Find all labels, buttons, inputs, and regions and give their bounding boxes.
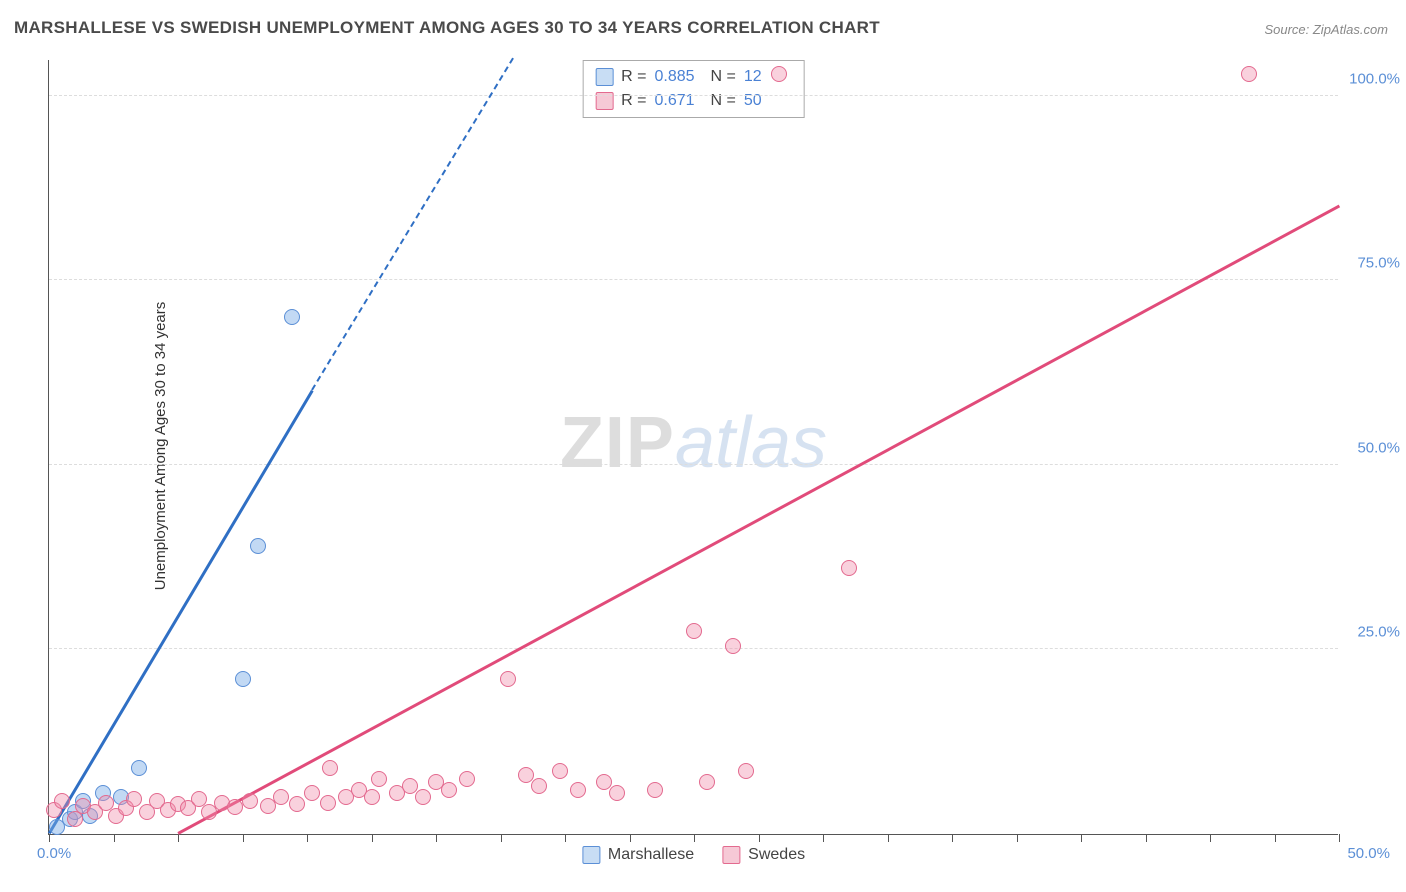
x-tick (888, 834, 889, 842)
gridline-h (49, 648, 1338, 649)
data-point (686, 623, 702, 639)
legend-row: R =0.671N =50 (595, 89, 792, 113)
data-point (273, 789, 289, 805)
x-tick (1017, 834, 1018, 842)
x-tick (823, 834, 824, 842)
data-point (126, 791, 142, 807)
data-point (647, 782, 663, 798)
y-tick-label: 100.0% (1349, 70, 1400, 87)
data-point (54, 793, 70, 809)
data-point (131, 760, 147, 776)
x-tick (759, 834, 760, 842)
data-point (738, 763, 754, 779)
x-tick (630, 834, 631, 842)
x-axis-max-label: 50.0% (1347, 845, 1390, 862)
legend-n-label: N = (711, 68, 736, 86)
x-tick (372, 834, 373, 842)
data-point (235, 671, 251, 687)
x-tick (1081, 834, 1082, 842)
data-point (415, 789, 431, 805)
watermark-zip: ZIP (560, 403, 675, 483)
x-tick (307, 834, 308, 842)
legend-r-label: R = (621, 68, 646, 86)
x-tick (1339, 834, 1340, 842)
chart-title: MARSHALLESE VS SWEDISH UNEMPLOYMENT AMON… (14, 18, 880, 38)
data-point (552, 763, 568, 779)
data-point (459, 771, 475, 787)
data-point (570, 782, 586, 798)
x-axis-min-label: 0.0% (37, 845, 71, 862)
data-point (725, 638, 741, 654)
x-tick (565, 834, 566, 842)
trend-line-dashed (311, 58, 514, 391)
x-tick (1146, 834, 1147, 842)
trend-line (177, 204, 1339, 834)
series-legend: Marshallese Swedes (582, 846, 805, 864)
legend-r-value: 0.885 (655, 68, 703, 86)
data-point (500, 671, 516, 687)
data-point (320, 795, 336, 811)
gridline-h (49, 279, 1338, 280)
x-tick (694, 834, 695, 842)
data-point (304, 785, 320, 801)
x-tick (114, 834, 115, 842)
gridline-h (49, 464, 1338, 465)
data-point (322, 760, 338, 776)
x-tick (501, 834, 502, 842)
data-point (242, 793, 258, 809)
legend-swatch (595, 68, 613, 86)
x-tick (952, 834, 953, 842)
watermark: ZIPatlas (560, 402, 827, 484)
data-point (371, 771, 387, 787)
legend-row: R =0.885N =12 (595, 65, 792, 89)
y-tick-label: 25.0% (1357, 624, 1400, 641)
trend-line (48, 389, 313, 833)
y-tick-label: 75.0% (1357, 255, 1400, 272)
legend-item: Marshallese (582, 846, 694, 864)
legend-label: Swedes (748, 846, 805, 864)
x-tick (1210, 834, 1211, 842)
y-tick-label: 50.0% (1357, 439, 1400, 456)
plot-area: ZIPatlas R =0.885N =12R =0.671N =50 0.0%… (48, 60, 1338, 835)
data-point (227, 799, 243, 815)
data-point (364, 789, 380, 805)
legend-label: Marshallese (608, 846, 694, 864)
x-tick (1275, 834, 1276, 842)
data-point (284, 309, 300, 325)
legend-item: Swedes (722, 846, 805, 864)
data-point (441, 782, 457, 798)
data-point (841, 560, 857, 576)
legend-swatch (722, 846, 740, 864)
data-point (699, 774, 715, 790)
source-attribution: Source: ZipAtlas.com (1264, 22, 1388, 37)
gridline-h (49, 95, 1338, 96)
x-tick (436, 834, 437, 842)
data-point (609, 785, 625, 801)
data-point (250, 538, 266, 554)
data-point (771, 66, 787, 82)
data-point (289, 796, 305, 812)
x-tick (178, 834, 179, 842)
data-point (531, 778, 547, 794)
data-point (1241, 66, 1257, 82)
x-tick (49, 834, 50, 842)
x-tick (243, 834, 244, 842)
watermark-atlas: atlas (675, 403, 827, 483)
legend-swatch (582, 846, 600, 864)
